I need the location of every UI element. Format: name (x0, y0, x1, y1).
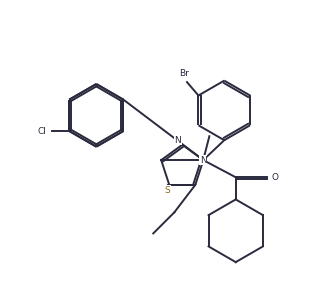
Text: S: S (164, 186, 170, 195)
Text: N: N (200, 156, 207, 164)
Text: O: O (272, 173, 279, 182)
Text: Br: Br (179, 69, 189, 78)
Text: N: N (174, 136, 181, 145)
Text: Cl: Cl (38, 126, 47, 136)
